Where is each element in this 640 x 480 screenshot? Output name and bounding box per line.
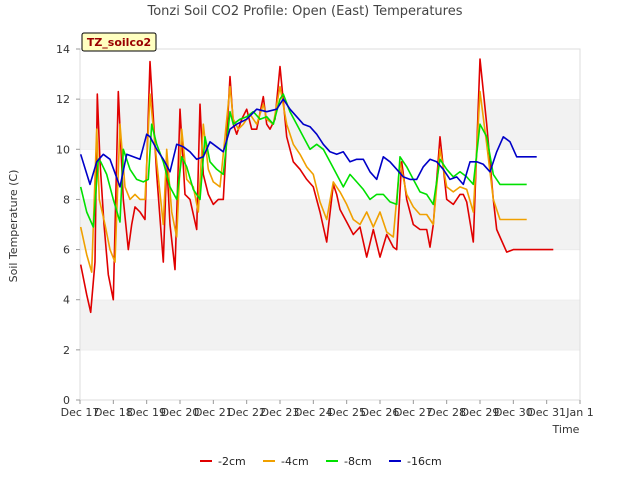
chart-title: Tonzi Soil CO2 Profile: Open (East) Temp… [146, 4, 462, 19]
y-tick-label: 10 [56, 143, 70, 156]
grid-band [80, 149, 580, 200]
legend-entry: -8cm [344, 455, 372, 468]
x-tick-label: Dec 18 [94, 406, 133, 419]
grid-band [80, 299, 580, 350]
site-badge: TZ_soilco2 [81, 32, 157, 52]
y-tick-label: 4 [63, 294, 70, 307]
y-tick-label: 0 [63, 394, 70, 407]
plot-area [79, 48, 581, 401]
grid-band [80, 99, 580, 150]
y-tick-label: 8 [63, 193, 70, 206]
x-tick-label: Dec 20 [161, 406, 200, 419]
series-line-4cm [79, 85, 527, 273]
x-tick-label: Dec 27 [394, 406, 433, 419]
x-tick-label: Dec 21 [194, 406, 233, 419]
series-line-8cm [79, 93, 527, 228]
x-axis-label: Time [552, 423, 580, 436]
x-tick-label: Dec 25 [327, 406, 366, 419]
grid-band [80, 49, 580, 100]
legend-entry: -2cm [218, 455, 246, 468]
x-tick-label: Dec 24 [294, 406, 333, 419]
x-tick-label: Dec 17 [61, 406, 100, 419]
legend-entry: -16cm [407, 455, 442, 468]
site-badge-text: TZ_soilco2 [87, 36, 151, 49]
y-tick-label: 2 [63, 344, 70, 357]
y-axis-label: Soil Temperature (C) [7, 170, 20, 283]
x-tick-label: Jan 1 [565, 406, 593, 419]
x-tick-label: Dec 29 [461, 406, 500, 419]
site-badge-box [81, 32, 157, 52]
x-tick-label: Dec 30 [494, 406, 533, 419]
x-tick-label: Dec 22 [227, 406, 266, 419]
x-tick-label: Dec 28 [427, 406, 466, 419]
y-tick-label: 14 [56, 43, 70, 56]
x-tick-label: Dec 23 [261, 406, 300, 419]
y-tick-label: 6 [63, 244, 70, 257]
grid-band [80, 249, 580, 300]
x-tick-label: Dec 26 [361, 406, 400, 419]
x-tick-label: Dec 31 [527, 406, 566, 419]
grid-band [80, 349, 580, 400]
legend-entry: -4cm [281, 455, 309, 468]
y-axis: 0 2 4 6 8 10 12 14 [56, 43, 80, 407]
series-lines [79, 58, 554, 314]
series-line-16cm [79, 98, 537, 188]
y-tick-label: 12 [56, 93, 70, 106]
x-tick-label: Dec 19 [127, 406, 166, 419]
grid-bands [80, 48, 580, 400]
legend: -2cm -4cm -8cm -16cm [200, 455, 442, 468]
